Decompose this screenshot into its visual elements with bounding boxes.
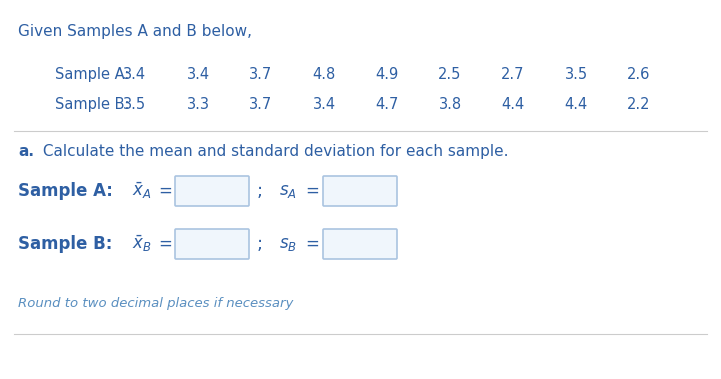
Text: 2.6: 2.6 — [627, 67, 650, 82]
Text: 4.9: 4.9 — [376, 67, 399, 82]
Text: ;: ; — [257, 182, 263, 200]
Text: a.: a. — [18, 144, 34, 159]
Text: 3.8: 3.8 — [438, 97, 461, 112]
Text: 2.5: 2.5 — [438, 67, 461, 82]
Text: =: = — [158, 235, 172, 253]
Text: Calculate the mean and standard deviation for each sample.: Calculate the mean and standard deviatio… — [38, 144, 508, 159]
Text: 3.3: 3.3 — [187, 97, 210, 112]
Text: $s_B$: $s_B$ — [279, 235, 297, 253]
Text: 4.4: 4.4 — [565, 97, 588, 112]
FancyBboxPatch shape — [323, 229, 397, 259]
Text: =: = — [158, 182, 172, 200]
Text: ;: ; — [257, 235, 263, 253]
Text: 4.8: 4.8 — [312, 67, 335, 82]
Text: 3.4: 3.4 — [123, 67, 146, 82]
Text: 2.7: 2.7 — [501, 67, 525, 82]
Text: 3.7: 3.7 — [249, 97, 273, 112]
FancyBboxPatch shape — [323, 176, 397, 206]
Text: Sample A:: Sample A: — [18, 182, 113, 200]
Text: =: = — [305, 235, 319, 253]
Text: 2.2: 2.2 — [627, 97, 651, 112]
Text: Sample B:: Sample B: — [18, 235, 112, 253]
Text: 4.4: 4.4 — [501, 97, 525, 112]
Text: $\bar{x}_A$: $\bar{x}_A$ — [132, 181, 152, 201]
FancyBboxPatch shape — [175, 176, 249, 206]
Text: 4.7: 4.7 — [376, 97, 399, 112]
Text: Sample A:: Sample A: — [55, 67, 129, 82]
Text: Given Samples A and B below,: Given Samples A and B below, — [18, 24, 252, 39]
Text: =: = — [305, 182, 319, 200]
Text: Round to two decimal places if necessary: Round to two decimal places if necessary — [18, 298, 293, 310]
Text: 3.4: 3.4 — [312, 97, 335, 112]
Text: 3.4: 3.4 — [187, 67, 210, 82]
Text: $s_A$: $s_A$ — [279, 182, 297, 200]
Text: 3.5: 3.5 — [565, 67, 588, 82]
Text: 3.7: 3.7 — [249, 67, 273, 82]
FancyBboxPatch shape — [175, 229, 249, 259]
Text: Sample B:: Sample B: — [55, 97, 130, 112]
Text: 3.5: 3.5 — [123, 97, 146, 112]
Text: $\bar{x}_B$: $\bar{x}_B$ — [132, 234, 152, 254]
